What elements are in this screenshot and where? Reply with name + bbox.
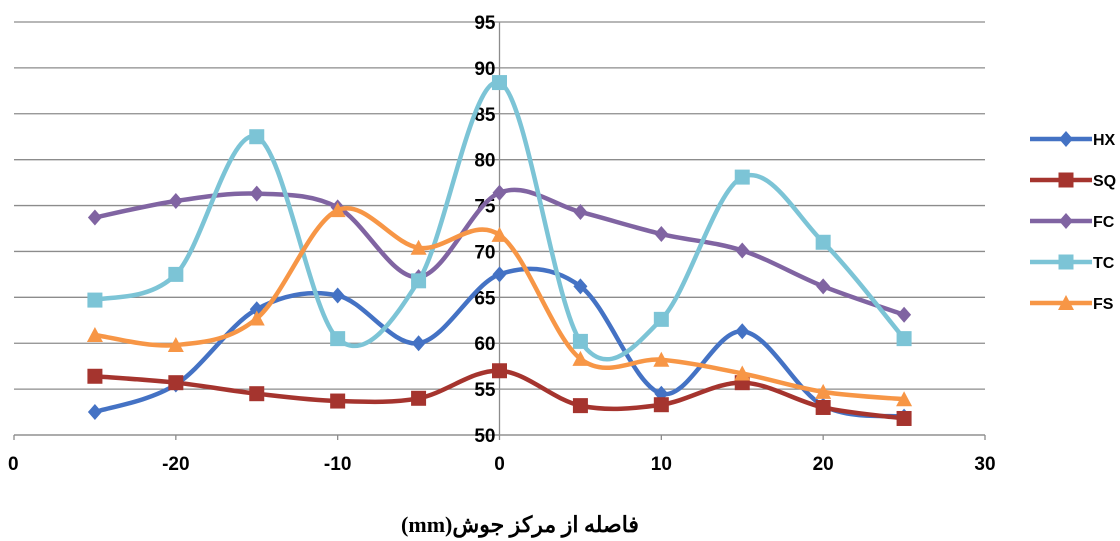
data-point xyxy=(249,386,265,402)
legend-marker xyxy=(1059,213,1073,229)
data-point xyxy=(573,203,588,220)
data-point xyxy=(410,239,427,255)
legend-label: FC xyxy=(1093,214,1115,231)
x-tick-label: 30 xyxy=(974,454,995,475)
data-point xyxy=(87,209,102,226)
data-point xyxy=(897,306,912,323)
series-line xyxy=(92,187,907,318)
series-line xyxy=(92,266,907,419)
legend-marker xyxy=(1058,172,1074,188)
x-tick-label: 10 xyxy=(651,454,672,475)
data-point xyxy=(492,184,507,201)
y-tick-label: 50 xyxy=(474,426,495,447)
data-point xyxy=(654,226,669,243)
data-point xyxy=(330,393,346,409)
x-axis-title: فاصله از مرکز جوش(mm) xyxy=(401,512,639,538)
data-point xyxy=(816,278,831,295)
y-tick-label: 55 xyxy=(474,380,496,401)
data-point xyxy=(167,337,184,353)
data-point xyxy=(248,310,265,326)
x-tick-label: 20 xyxy=(813,454,834,475)
y-tick-label: 80 xyxy=(474,151,495,172)
data-point xyxy=(815,383,832,399)
series-fs xyxy=(86,202,913,407)
data-point xyxy=(168,266,184,282)
data-point xyxy=(168,375,184,391)
x-tick-label: 0 xyxy=(494,454,505,475)
data-point xyxy=(734,365,751,381)
series-lines xyxy=(86,75,913,426)
legend-item-tc: TC xyxy=(1030,254,1115,272)
series-fc xyxy=(87,184,912,323)
data-point xyxy=(572,350,589,366)
y-tick-label: 65 xyxy=(474,288,496,309)
x-tick-label: 0 xyxy=(8,454,19,475)
legend-marker xyxy=(1058,254,1074,270)
data-point xyxy=(249,129,265,145)
x-tick-label: -20 xyxy=(162,454,189,475)
y-tick-label: 90 xyxy=(474,59,495,80)
legend-item-hx: HX xyxy=(1030,131,1116,149)
data-point xyxy=(87,368,103,384)
legend-label: TC xyxy=(1093,255,1115,272)
y-tick-label: 95 xyxy=(474,13,496,34)
data-point xyxy=(492,75,507,91)
data-point xyxy=(653,351,670,367)
legend-marker xyxy=(1059,131,1073,147)
data-point xyxy=(86,326,103,342)
series-sq xyxy=(87,363,912,426)
data-point xyxy=(330,331,346,347)
legend-item-sq: SQ xyxy=(1030,172,1116,190)
data-point xyxy=(734,169,750,185)
data-point xyxy=(87,292,103,308)
y-tick-label: 60 xyxy=(474,334,495,355)
data-point xyxy=(168,192,183,209)
legend-marker xyxy=(1058,295,1074,310)
data-point xyxy=(572,398,588,414)
y-tick-label: 85 xyxy=(474,105,496,126)
y-tick-label: 70 xyxy=(474,242,495,263)
x-tick-labels: 0 -20 -10 0 10 20 30 xyxy=(8,454,996,475)
x-tick-label: -10 xyxy=(324,454,351,475)
data-point xyxy=(815,399,831,415)
series-tc xyxy=(87,75,912,362)
data-point xyxy=(411,335,426,352)
data-point xyxy=(329,202,346,218)
data-point xyxy=(249,185,264,202)
data-point xyxy=(573,278,588,295)
legend-label: SQ xyxy=(1093,173,1116,190)
data-point xyxy=(87,404,102,421)
legend-item-fs: FS xyxy=(1030,295,1114,313)
data-point xyxy=(815,234,831,250)
data-point xyxy=(491,226,508,242)
data-point xyxy=(492,266,507,283)
data-point xyxy=(896,391,913,407)
data-point xyxy=(492,363,507,379)
data-point xyxy=(330,287,345,304)
data-point xyxy=(896,331,912,347)
data-point xyxy=(653,397,669,413)
data-point xyxy=(411,390,427,406)
legend-label: HX xyxy=(1093,132,1116,149)
legend-label: FS xyxy=(1093,296,1114,313)
data-point xyxy=(735,242,750,259)
data-point xyxy=(896,410,912,426)
data-point xyxy=(735,323,750,340)
data-point xyxy=(411,273,427,289)
legend: HX SQ FC TC FS xyxy=(1030,131,1116,313)
data-point xyxy=(572,333,588,349)
legend-item-fc: FC xyxy=(1030,213,1115,231)
data-point xyxy=(653,311,669,327)
